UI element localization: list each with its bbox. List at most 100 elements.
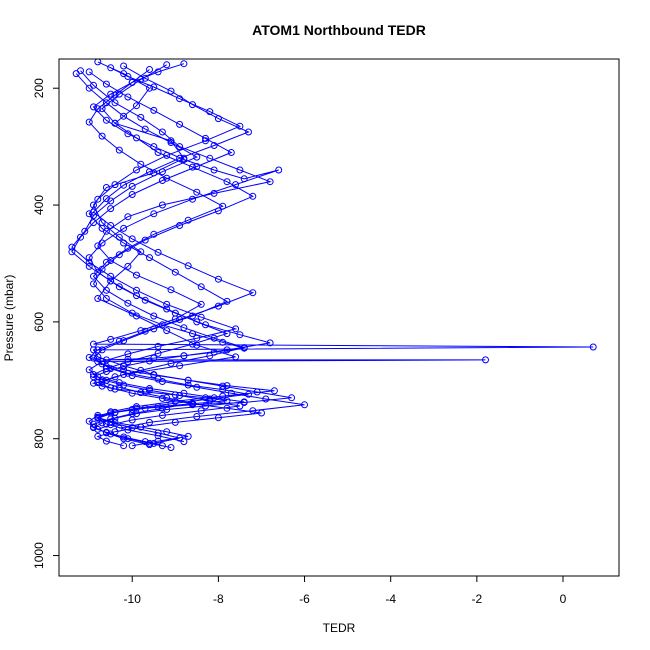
data-point bbox=[85, 210, 93, 218]
data-point bbox=[120, 442, 128, 450]
y-axis-label: Pressure (mbar) bbox=[2, 275, 16, 362]
data-point bbox=[107, 335, 115, 343]
data-point bbox=[176, 316, 184, 323]
data-point bbox=[214, 115, 222, 123]
data-point bbox=[214, 275, 222, 283]
data-point bbox=[180, 60, 188, 68]
data-point bbox=[167, 359, 175, 367]
data-point bbox=[128, 78, 136, 86]
data-point bbox=[133, 134, 140, 142]
data-point bbox=[124, 262, 132, 270]
data-point bbox=[150, 230, 158, 238]
data-point bbox=[102, 258, 110, 266]
data-point bbox=[154, 248, 162, 256]
series-8 bbox=[85, 66, 265, 450]
data-point bbox=[107, 272, 115, 280]
data-point bbox=[236, 402, 244, 410]
data-point bbox=[189, 195, 196, 203]
data-point bbox=[163, 61, 171, 69]
data-point bbox=[232, 181, 240, 189]
x-tick-label: -10 bbox=[124, 592, 142, 606]
y-tick-label: 1000 bbox=[32, 542, 46, 569]
data-point bbox=[206, 108, 214, 116]
data-point bbox=[163, 300, 171, 308]
data-point bbox=[158, 201, 166, 209]
data-point bbox=[133, 271, 140, 279]
data-point bbox=[146, 66, 153, 73]
series-line bbox=[80, 70, 594, 443]
data-point bbox=[133, 292, 140, 300]
data-point bbox=[197, 407, 205, 415]
data-point bbox=[245, 390, 252, 398]
data-point bbox=[124, 244, 132, 252]
data-point bbox=[77, 233, 84, 241]
data-point bbox=[202, 137, 209, 145]
data-point bbox=[206, 397, 214, 405]
data-point bbox=[245, 128, 252, 136]
data-point bbox=[163, 406, 171, 413]
data-point bbox=[107, 408, 115, 416]
data-point bbox=[176, 120, 184, 128]
data-point bbox=[94, 295, 102, 302]
data-point bbox=[171, 309, 179, 317]
series-line bbox=[71, 73, 245, 447]
data-point bbox=[94, 105, 102, 113]
y-tick-label: 600 bbox=[32, 312, 46, 332]
data-point bbox=[275, 166, 283, 174]
data-point bbox=[189, 400, 196, 408]
data-point bbox=[141, 74, 149, 82]
data-point bbox=[124, 93, 132, 101]
data-point bbox=[167, 286, 175, 294]
data-point bbox=[98, 239, 106, 247]
y-axis: 200 400 600 800 1000 bbox=[32, 78, 59, 569]
data-point bbox=[482, 356, 489, 364]
series-9 bbox=[68, 68, 244, 451]
data-point bbox=[193, 413, 201, 420]
data-point bbox=[102, 428, 110, 436]
data-point bbox=[120, 381, 128, 389]
data-point bbox=[90, 371, 97, 378]
y-tick-label: 400 bbox=[32, 195, 46, 215]
data-point bbox=[90, 346, 97, 354]
data-point bbox=[120, 112, 128, 120]
data-point bbox=[180, 438, 188, 446]
data-point bbox=[85, 84, 93, 92]
data-point bbox=[90, 272, 97, 280]
data-point bbox=[163, 327, 171, 335]
data-point bbox=[167, 139, 175, 146]
data-point bbox=[214, 302, 222, 310]
data-point bbox=[197, 283, 205, 291]
data-point bbox=[85, 354, 93, 361]
data-point bbox=[94, 268, 102, 276]
data-point bbox=[240, 344, 248, 352]
data-point bbox=[85, 254, 93, 262]
data-point bbox=[270, 387, 278, 395]
data-point bbox=[120, 62, 128, 70]
data-point bbox=[90, 103, 97, 111]
data-point bbox=[115, 283, 123, 291]
data-point bbox=[137, 389, 145, 397]
data-point bbox=[107, 257, 115, 264]
data-point bbox=[150, 210, 158, 218]
data-point bbox=[102, 80, 110, 88]
data-point bbox=[85, 366, 93, 374]
data-point bbox=[102, 437, 110, 445]
data-point bbox=[90, 201, 97, 209]
data-point bbox=[150, 83, 158, 91]
series-line bbox=[88, 65, 275, 444]
data-point bbox=[124, 350, 132, 358]
data-point bbox=[150, 371, 158, 379]
x-tick-label: -2 bbox=[472, 592, 483, 606]
data-point bbox=[98, 376, 106, 384]
data-point bbox=[227, 149, 235, 156]
series-line bbox=[71, 71, 240, 448]
data-point bbox=[107, 205, 115, 213]
data-point bbox=[137, 160, 145, 168]
data-point bbox=[154, 349, 162, 357]
data-point bbox=[154, 342, 162, 350]
data-point bbox=[180, 352, 188, 360]
data-point bbox=[193, 153, 201, 161]
data-point bbox=[232, 325, 240, 333]
data-point bbox=[193, 318, 201, 326]
